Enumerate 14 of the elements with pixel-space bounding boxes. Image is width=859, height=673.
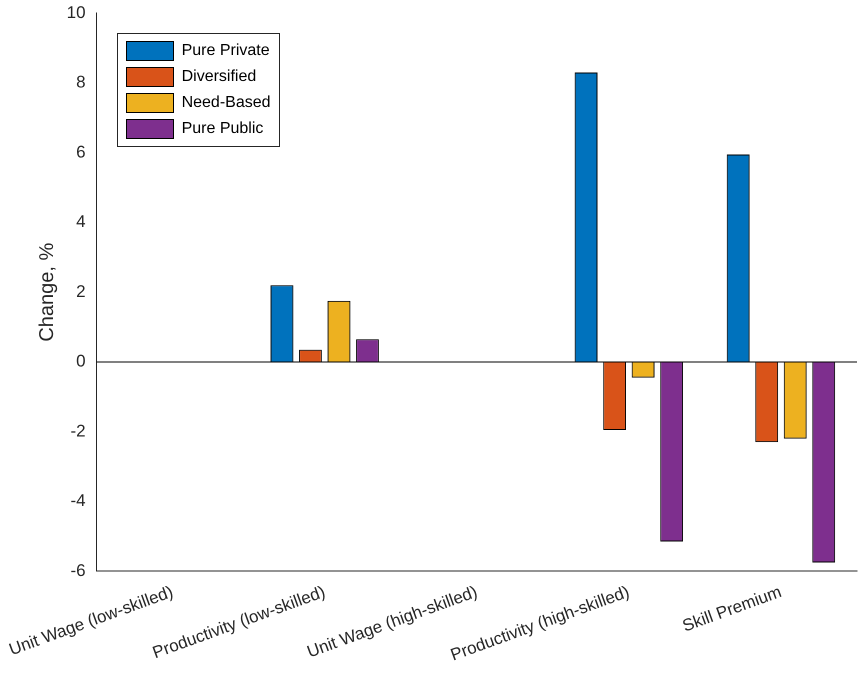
legend-label: Pure Public xyxy=(182,120,264,138)
legend-label: Diversified xyxy=(182,68,256,86)
y-tick-label: -6 xyxy=(70,560,86,580)
y-tick-label: 10 xyxy=(66,2,86,22)
y-axis-title: Change, % xyxy=(36,242,58,342)
y-tick-label: 8 xyxy=(76,72,86,92)
y-tick-label: 0 xyxy=(76,352,86,371)
y-tick-label: 6 xyxy=(76,142,86,162)
y-tick-label: -4 xyxy=(70,491,86,510)
y-tick-label: -2 xyxy=(70,421,86,440)
y-tick-label: 2 xyxy=(76,282,86,301)
legend-label: Pure Private xyxy=(182,42,270,60)
y-tick-label: 4 xyxy=(76,212,86,232)
legend-label: Need-Based xyxy=(182,94,271,112)
